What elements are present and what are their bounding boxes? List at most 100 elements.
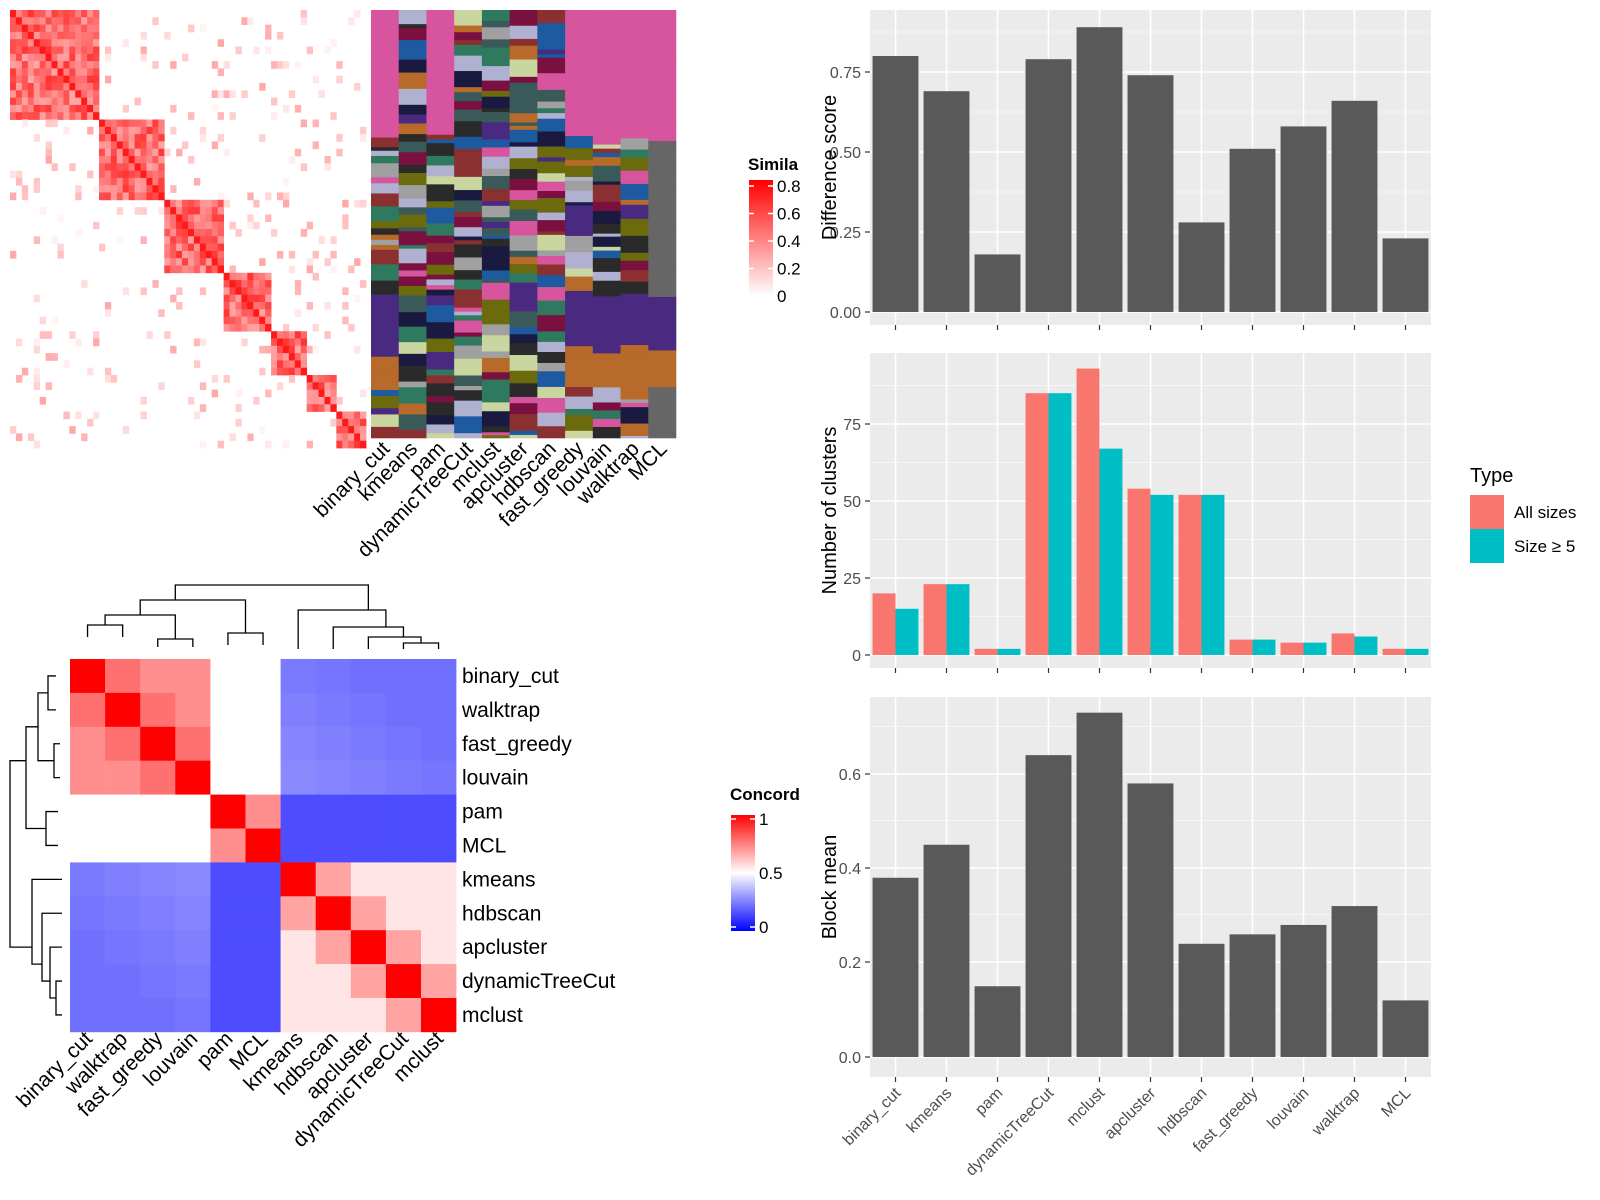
- concordance-cell: [105, 998, 141, 1033]
- concordance-cell: [70, 896, 106, 931]
- concordance-cell: [280, 896, 316, 931]
- row-label-fast_greedy: fast_greedy: [462, 733, 572, 756]
- similarity-legend-tick: 0: [777, 287, 786, 306]
- similarity-heatmap: [10, 10, 367, 449]
- bar-all-sizes-pam: [974, 648, 998, 655]
- bar-size-ge5-hdbscan: [1201, 494, 1225, 655]
- row-label-dynamicTreeCut: dynamicTreeCut: [462, 970, 615, 993]
- concordance-cell: [280, 760, 316, 795]
- x-tick-label-apcluster: apcluster: [1101, 1084, 1159, 1142]
- concordance-cell: [175, 964, 211, 999]
- x-tick-label-dynamicTreeCut: dynamicTreeCut: [963, 1084, 1058, 1179]
- y-tick-label: 0.2: [839, 955, 861, 972]
- concordance-cell: [350, 896, 387, 931]
- concordance-cell: [245, 692, 281, 728]
- concordance-cell: [315, 896, 352, 931]
- bar-kmeans: [923, 844, 970, 1057]
- y-tick-label: 0.6: [839, 767, 861, 784]
- bar-hdbscan: [1178, 222, 1225, 312]
- concordance-cell: [210, 760, 246, 795]
- concordance-cell: [210, 930, 246, 965]
- similarity-legend-tick: 0.2: [777, 260, 801, 279]
- bar-all-sizes-dynamicTreeCut: [1025, 393, 1049, 655]
- concordance-cell: [210, 794, 246, 829]
- bar-size-ge5-mclust: [1099, 448, 1123, 655]
- bar-size-ge5-apcluster: [1150, 494, 1174, 655]
- concordance-cell: [140, 828, 176, 863]
- row-label-mclust: mclust: [462, 1004, 523, 1027]
- concordance-cell: [210, 896, 246, 931]
- y-tick-label: 0.0: [839, 1050, 861, 1067]
- bar-hdbscan: [1178, 943, 1225, 1057]
- concordance-cell: [245, 726, 281, 761]
- concordance-cell: [280, 692, 316, 728]
- concordance-cell: [315, 692, 352, 728]
- concordance-cell: [280, 726, 316, 761]
- bar-mclust: [1076, 27, 1123, 312]
- concordance-cell: [70, 828, 106, 863]
- similarity-legend-title: Simila: [748, 155, 799, 174]
- x-tick-label-louvain: louvain: [1264, 1085, 1312, 1133]
- concordance-cell: [421, 862, 457, 897]
- bar-pam: [974, 254, 1021, 312]
- y-tick-label: 50: [843, 494, 861, 511]
- concordance-cell: [315, 930, 352, 965]
- bar-all-sizes-mclust: [1076, 368, 1100, 655]
- similarity-legend-tick: 0.4: [777, 232, 801, 251]
- concordance-cell: [315, 862, 352, 897]
- bar-chart-panel-3: 0.0 0.2 0.4 0.6 Block mean binary_cut kmeans pa…: [819, 697, 1431, 1179]
- concordance-cell: [70, 964, 106, 999]
- concordance-cell: [350, 930, 387, 965]
- concordance-cell: [175, 998, 211, 1033]
- bar-apcluster: [1127, 75, 1174, 312]
- bar-size-ge5-dynamicTreeCut: [1048, 393, 1072, 655]
- bar-chart-panel-1: 0.00 0.25 0.50 0.75 Difference score: [819, 10, 1431, 330]
- bar-louvain: [1280, 126, 1327, 313]
- concordance-cell: [245, 794, 281, 829]
- legend-swatch-all-sizes: [1470, 495, 1504, 529]
- x-tick-label-kmeans: kmeans: [904, 1085, 956, 1137]
- concordance-cell: [175, 930, 211, 965]
- concordance-cell: [245, 659, 281, 694]
- x-tick-label-pam: pam: [972, 1085, 1006, 1119]
- y-axis-label: Number of clusters: [819, 427, 841, 595]
- bar-size-ge5-binary_cut: [895, 608, 919, 655]
- concordance-cell: [280, 998, 316, 1033]
- y-tick-label: 0.75: [830, 65, 861, 82]
- bar-fast_greedy: [1229, 148, 1276, 312]
- concordance-cell: [175, 726, 211, 761]
- bar-all-sizes-hdbscan: [1178, 494, 1202, 655]
- similarity-legend-colorbar: [749, 180, 773, 296]
- bar-all-sizes-fast_greedy: [1229, 639, 1253, 655]
- concordance-cell: [421, 964, 457, 999]
- concordance-cell: [315, 760, 352, 795]
- concordance-cell: [210, 692, 246, 728]
- concordance-cell: [140, 896, 176, 931]
- concordance-cell: [245, 862, 281, 897]
- y-tick-label: 75: [843, 417, 861, 434]
- concordance-cell: [140, 659, 176, 694]
- cluster-membership-columns: [371, 10, 677, 439]
- concordance-cell: [245, 998, 281, 1033]
- concordance-cell: [350, 659, 387, 694]
- bar-dynamicTreeCut: [1025, 59, 1072, 313]
- x-tick-label-mclust: mclust: [1064, 1084, 1109, 1129]
- concordance-cell: [350, 794, 387, 829]
- concordance-cell: [105, 659, 141, 694]
- similarity-legend-tick: 0.6: [777, 205, 801, 224]
- concordance-cell: [245, 760, 281, 795]
- concordance-cell: [280, 930, 316, 965]
- bar-size-ge5-louvain: [1303, 642, 1327, 655]
- concordance-cell: [421, 998, 457, 1033]
- cluster-method-labels: binary_cutkmeanspamdynamicTreeCutmclusta…: [310, 437, 672, 562]
- x-tick-label-MCL: MCL: [1378, 1085, 1414, 1121]
- concordance-cell: [210, 726, 246, 761]
- concordance-cell: [385, 794, 422, 829]
- bar-size-ge5-kmeans: [946, 584, 970, 655]
- legend-swatch-size-ge5: [1470, 529, 1504, 563]
- y-tick-label: 0.4: [839, 861, 861, 878]
- concordance-cell: [105, 930, 141, 965]
- legend-label-all-sizes: All sizes: [1514, 503, 1576, 522]
